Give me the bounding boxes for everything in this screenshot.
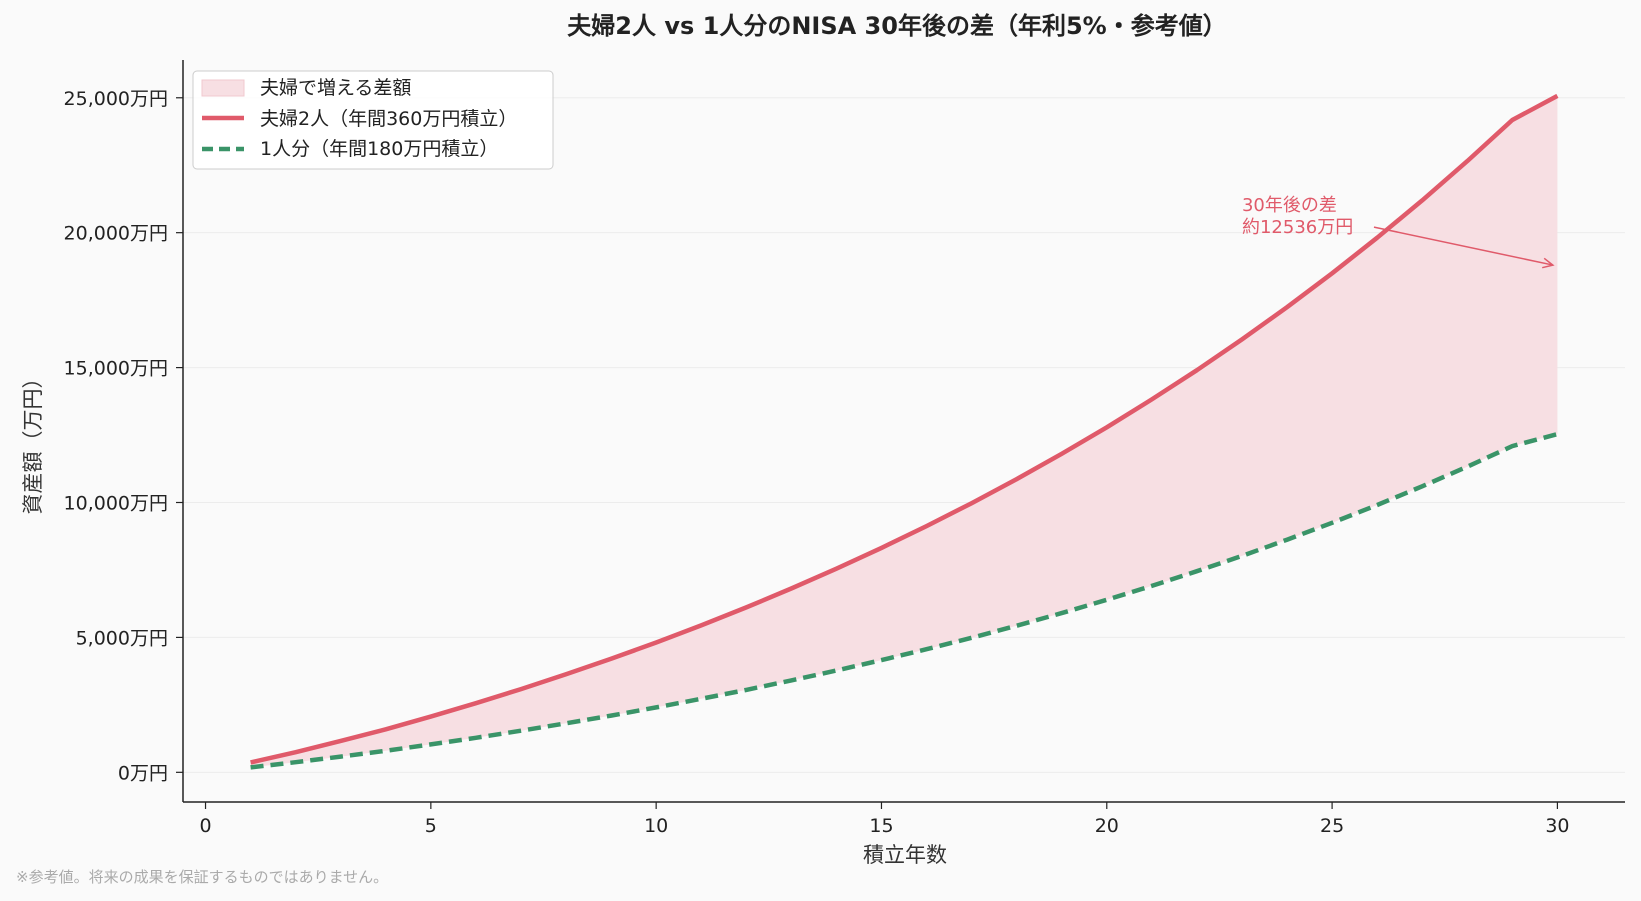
axes <box>182 60 1625 803</box>
series-line-couple <box>250 93 1559 765</box>
y-tick-label: 5,000万円 <box>76 627 168 649</box>
annotation-text-line1: 30年後の差 <box>1242 195 1337 216</box>
legend-label-single: 1人分（年間180万円積立） <box>260 138 498 160</box>
y-tick-label: 0万円 <box>118 762 168 784</box>
legend-label-difference: 夫婦で増える差額 <box>260 77 411 99</box>
y-tick-label: 10,000万円 <box>64 493 168 515</box>
annotation-arrow <box>1373 226 1554 266</box>
y-tick-label: 15,000万円 <box>64 358 168 380</box>
legend-label-couple: 夫婦2人（年間360万円積立） <box>260 108 517 130</box>
difference-fill-area <box>250 95 1558 768</box>
legend-swatch-difference <box>201 79 245 97</box>
legend: 夫婦で増える差額 夫婦2人（年間360万円積立） 1人分（年間180万円積立） <box>192 70 554 170</box>
x-tick-label: 30 <box>1545 815 1569 837</box>
x-tick-label: 15 <box>869 815 893 837</box>
x-tick-label: 20 <box>1095 815 1119 837</box>
annotation-text-line2: 約12536万円 <box>1242 217 1353 238</box>
x-tick-label: 10 <box>644 815 668 837</box>
y-ticks: 0万円 5,000万円 10,000万円 15,000万円 20,000万円 25,000… <box>64 88 183 784</box>
annotation-arrowhead <box>1542 257 1555 269</box>
legend-box <box>192 70 554 170</box>
x-tick-label: 0 <box>199 815 211 837</box>
x-tick-label: 5 <box>425 815 437 837</box>
y-tick-label: 20,000万円 <box>64 223 168 245</box>
y-axis-label: 資産額（万円） <box>21 368 45 515</box>
series-line-single <box>250 431 1558 770</box>
footnote: ※参考値。将来の成果を保証するものではありません。 <box>16 868 388 886</box>
chart-title: 夫婦2人 vs 1人分のNISA 30年後の差（年利5%・参考値） <box>567 12 1226 40</box>
x-axis-label: 積立年数 <box>863 843 947 867</box>
x-ticks: 0 5 10 15 20 25 30 <box>199 802 1570 837</box>
difference-annotation: 30年後の差 約12536万円 <box>1242 195 1555 269</box>
y-tick-label: 25,000万円 <box>64 88 168 110</box>
x-tick-label: 25 <box>1320 815 1344 837</box>
